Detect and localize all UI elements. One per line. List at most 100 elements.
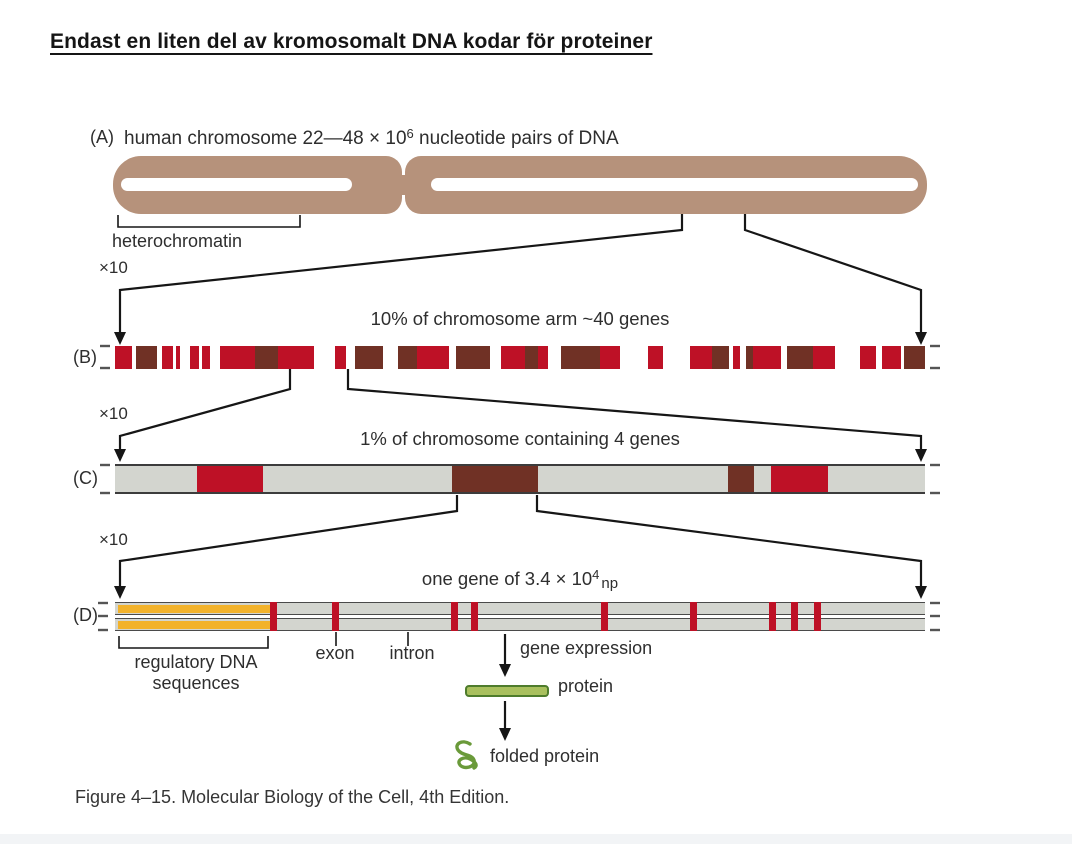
- brown-band-segment: [135, 346, 158, 369]
- brown-band-segment: [525, 346, 539, 369]
- gray-band-segment: [115, 466, 197, 492]
- brown-band-segment: [560, 346, 600, 369]
- white-band-segment: [547, 346, 561, 369]
- exon-mark: [690, 602, 698, 631]
- white-band-segment: [835, 346, 860, 369]
- heterochromatin-bracket: [117, 215, 301, 228]
- red-band-segment: [175, 346, 181, 369]
- white-band-segment: [876, 346, 883, 369]
- panel-a-title-prefix: human chromosome 22—48 × 10: [124, 128, 407, 149]
- panel-c-title: 1% of chromosome containing 4 genes: [360, 428, 680, 449]
- panel-d-gene-bar: [115, 602, 925, 631]
- slide-title: Endast en liten del av kromosomalt DNA k…: [50, 30, 653, 53]
- zoom-x10-label-2: ×10: [99, 404, 128, 423]
- white-band-segment: [345, 346, 356, 369]
- red-band-segment: [648, 346, 664, 369]
- exon-label: exon: [315, 643, 355, 663]
- exon-mark: [332, 602, 340, 631]
- brown-band-segment: [786, 346, 813, 369]
- red-band-segment: [771, 466, 828, 492]
- panel-a-title: human chromosome 22—48 × 106 nucleotide …: [124, 126, 619, 150]
- regulatory-region-top: [118, 604, 272, 613]
- panel-a-label: (A): [90, 127, 114, 147]
- panel-d-title-suffix: np: [601, 575, 619, 592]
- folded-protein-icon: [450, 740, 484, 777]
- panel-b-label: (B): [73, 347, 97, 367]
- zoom-x10-label-1: ×10: [99, 258, 128, 277]
- panel-c-bar: [115, 464, 925, 494]
- white-band-segment: [663, 346, 690, 369]
- brown-band-segment: [456, 346, 490, 369]
- panel-d-title-exponent: 4: [592, 567, 600, 582]
- chromosome-22-diagram: [113, 156, 927, 214]
- white-band-segment: [199, 346, 202, 369]
- panel-a-title-exponent: 6: [406, 126, 414, 141]
- white-band-segment: [489, 346, 501, 369]
- red-band-segment: [416, 346, 449, 369]
- figure-caption: Figure 4–15. Molecular Biology of the Ce…: [75, 787, 510, 807]
- red-band-segment: [219, 346, 256, 369]
- red-band-segment: [197, 466, 263, 492]
- white-band-segment: [157, 346, 162, 369]
- chromatid-gap-left: [121, 178, 352, 191]
- dna-strand-top: [115, 602, 925, 615]
- red-band-segment: [753, 346, 782, 369]
- white-band-segment: [740, 346, 746, 369]
- centromere: [392, 175, 418, 195]
- dna-strand-bottom: [115, 618, 925, 631]
- brown-band-segment: [398, 346, 417, 369]
- protein-bar: [465, 685, 549, 697]
- red-band-segment: [882, 346, 901, 369]
- regulatory-bracket: [118, 636, 269, 649]
- white-band-segment: [728, 346, 733, 369]
- white-band-segment: [180, 346, 190, 369]
- zoom-x10-label-3: ×10: [99, 530, 128, 549]
- brown-band-segment: [745, 346, 754, 369]
- brown-band-segment: [728, 466, 754, 492]
- red-band-segment: [538, 346, 548, 369]
- white-band-segment: [781, 346, 787, 369]
- regulatory-dna-line1: regulatory DNA: [134, 652, 258, 672]
- exon-mark: [768, 602, 776, 631]
- exon-mark: [451, 602, 459, 631]
- chromatid-gap-right: [431, 178, 918, 191]
- panel-d-title-prefix: one gene of 3.4 × 10: [421, 568, 593, 589]
- panel-d-title: one gene of 3.4 × 104np: [115, 567, 925, 592]
- brown-band-segment: [712, 346, 729, 369]
- regulatory-dna-line2: sequences: [152, 673, 240, 693]
- gray-band-segment: [263, 466, 452, 492]
- exon-mark: [470, 602, 478, 631]
- gray-band-segment: [828, 466, 925, 492]
- panel-b-bar: [115, 346, 925, 369]
- brown-band-segment: [355, 346, 384, 369]
- red-band-segment: [278, 346, 314, 369]
- red-band-segment: [689, 346, 712, 369]
- regulatory-region-bottom: [118, 620, 272, 629]
- red-band-segment: [732, 346, 741, 369]
- panel-b-title: 10% of chromosome arm ~40 genes: [370, 308, 670, 329]
- white-band-segment: [172, 346, 176, 369]
- red-band-segment: [189, 346, 200, 369]
- red-band-segment: [161, 346, 173, 369]
- red-band-segment: [500, 346, 526, 369]
- regulatory-dna-label: regulatory DNA sequences: [103, 652, 289, 694]
- protein-label: protein: [558, 676, 614, 696]
- red-band-segment: [201, 346, 211, 369]
- gene-expression-label: gene expression: [520, 638, 653, 658]
- exon-mark: [791, 602, 799, 631]
- panel-d-label: (D): [73, 605, 98, 625]
- brown-band-segment: [452, 466, 538, 492]
- gray-band-segment: [754, 466, 771, 492]
- exon-mark: [814, 602, 822, 631]
- heterochromatin-label: heterochromatin: [112, 231, 243, 251]
- gray-band-segment: [538, 466, 728, 492]
- white-band-segment: [620, 346, 649, 369]
- white-band-segment: [131, 346, 136, 369]
- white-band-segment: [210, 346, 220, 369]
- panel-a-title-suffix: nucleotide pairs of DNA: [413, 128, 619, 149]
- brown-band-segment: [904, 346, 925, 369]
- red-band-segment: [599, 346, 621, 369]
- exon-mark: [601, 602, 608, 631]
- intron-label: intron: [389, 643, 435, 663]
